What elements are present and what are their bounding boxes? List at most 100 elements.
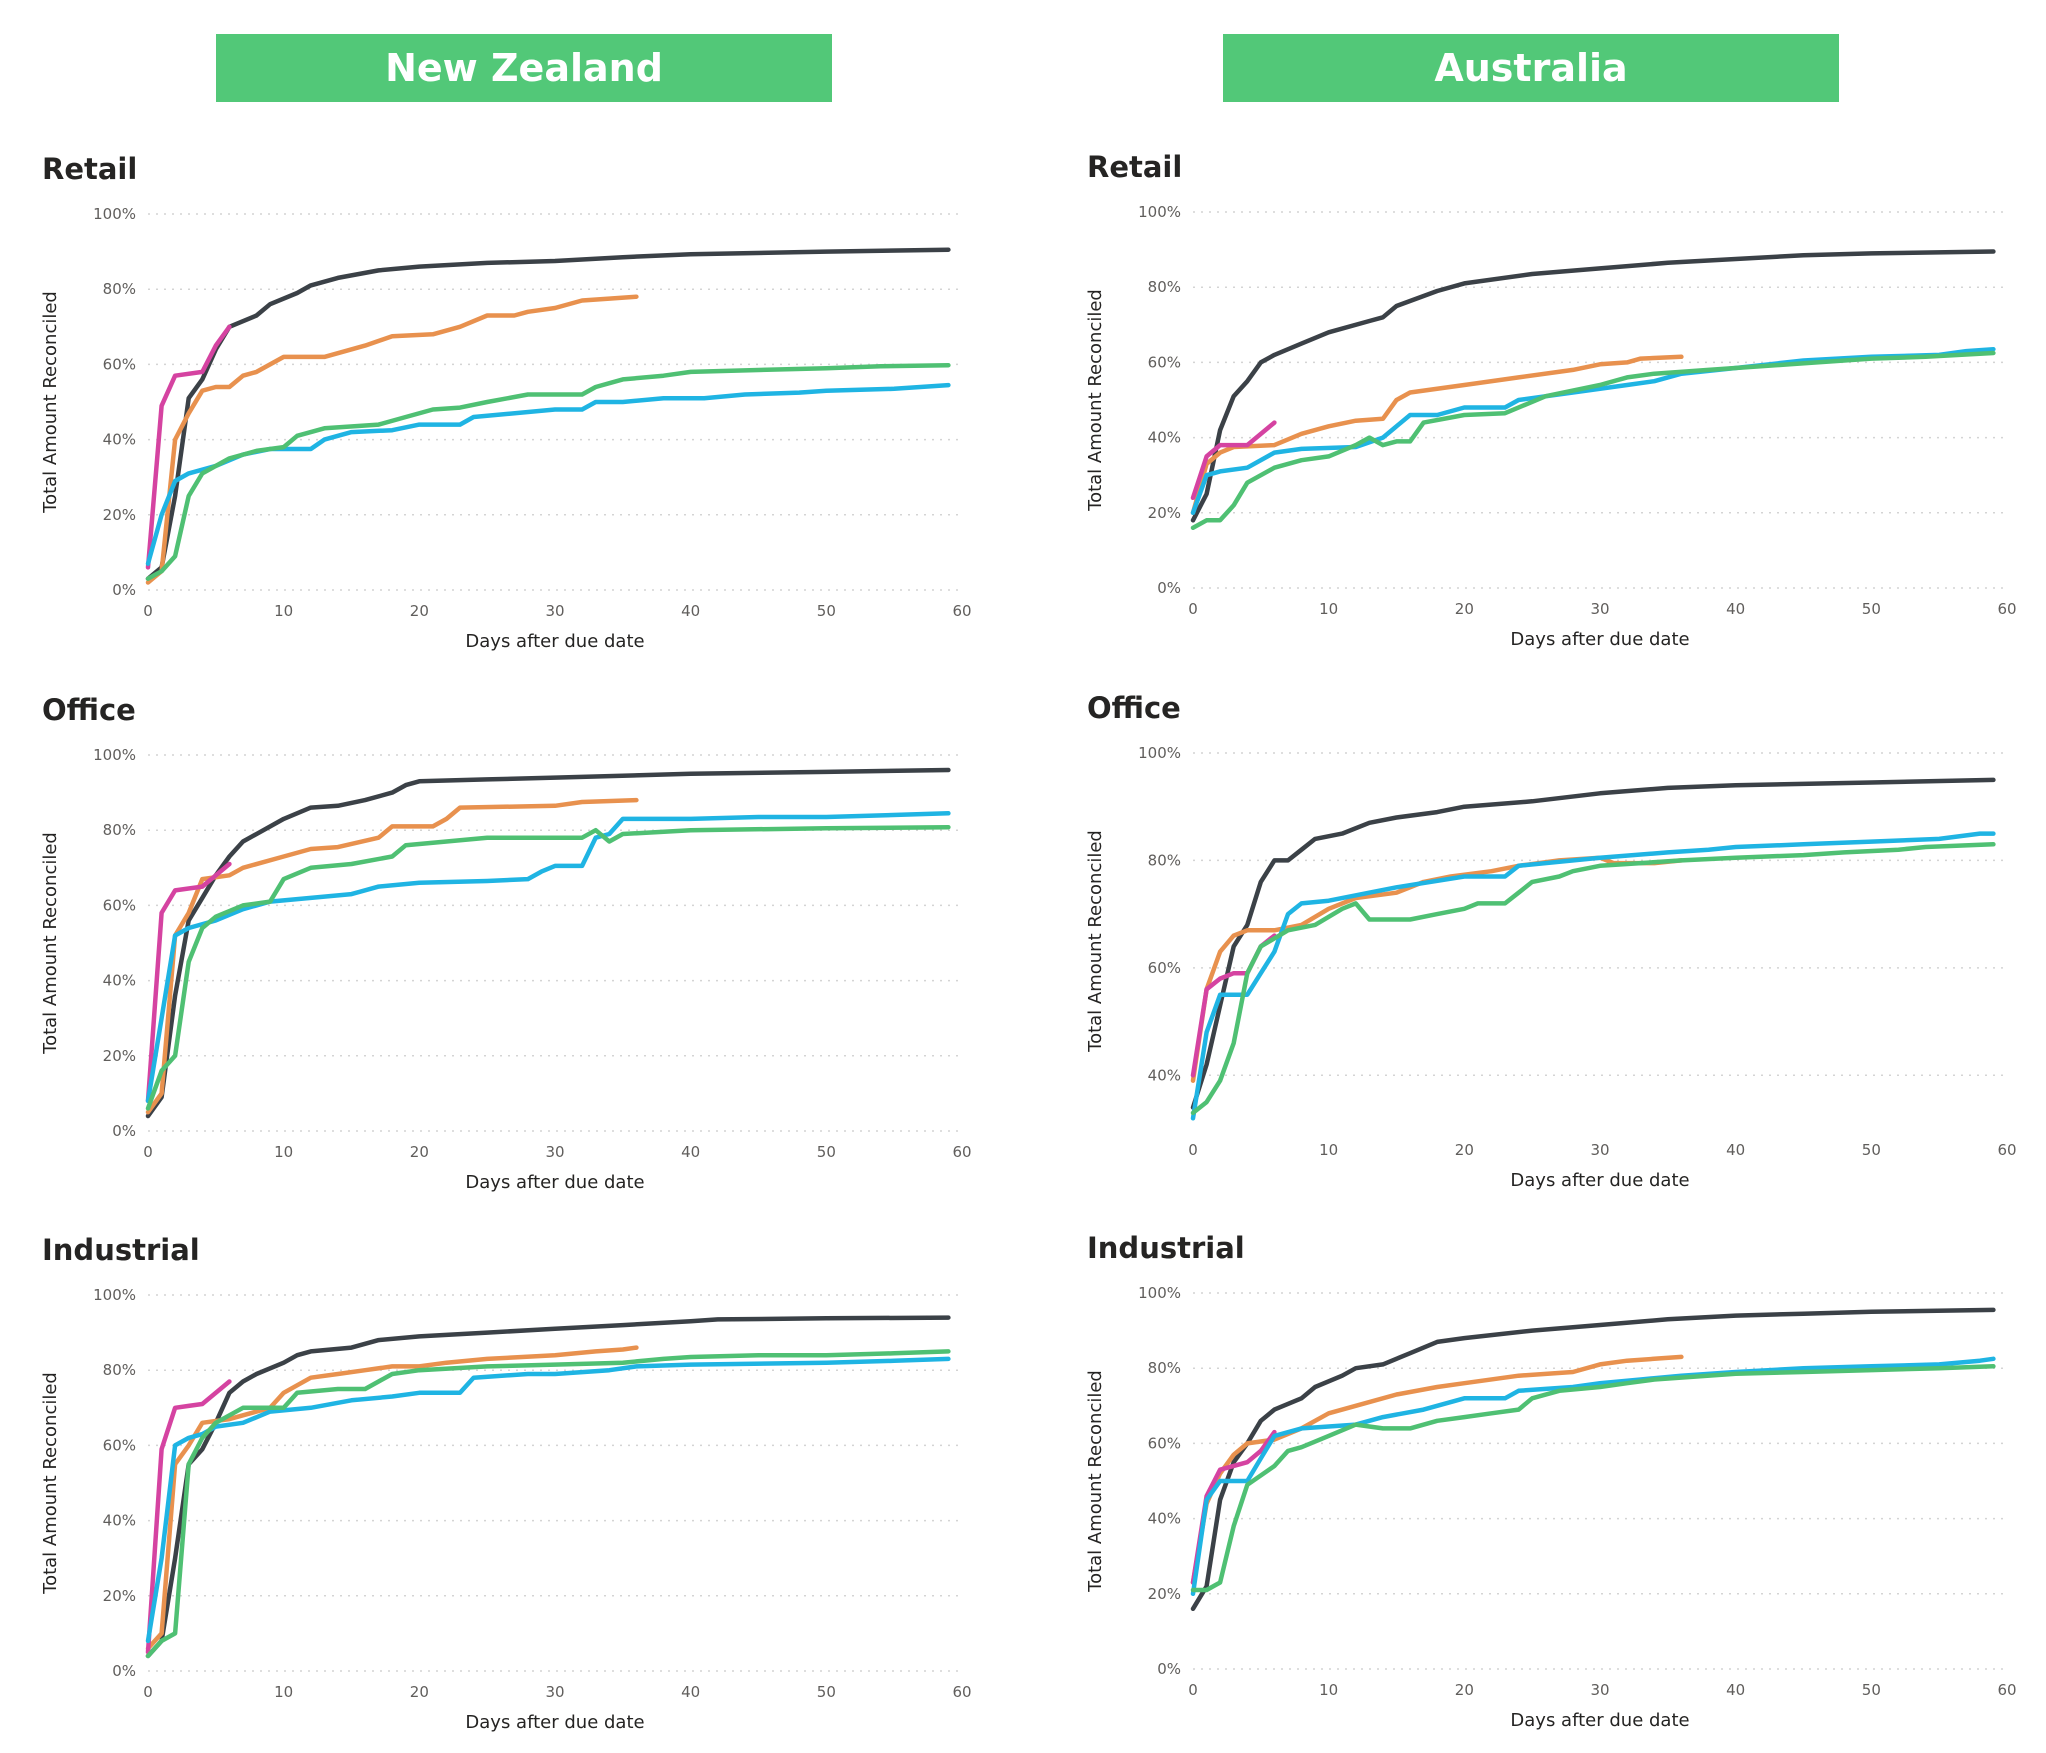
y-tick-label: 80% xyxy=(1148,278,1181,296)
y-axis-label: Total Amount Reconciled xyxy=(1085,1370,1106,1593)
x-tick-label: 50 xyxy=(1862,600,1881,618)
y-tick-label: 20% xyxy=(1148,1585,1181,1603)
series-line-5 xyxy=(145,824,951,1111)
panel-title: Retail xyxy=(1087,150,1183,184)
y-tick-label: 80% xyxy=(103,1361,136,1379)
y-tick-label: 60% xyxy=(1148,959,1181,977)
y-tick-label: 20% xyxy=(103,1587,136,1605)
series-line-2 xyxy=(1190,354,1684,516)
panel-title: Industrial xyxy=(42,1233,200,1267)
y-tick-label: 100% xyxy=(93,746,136,764)
y-tick-label: 20% xyxy=(103,1047,136,1065)
y-tick-label: 20% xyxy=(103,506,136,524)
region-banner-new-zealand: New Zealand xyxy=(216,34,832,102)
y-tick-label: 0% xyxy=(112,581,136,599)
chart-panel-nz-industrial: Industrial 0% 20% 40% 60% 80% 100% 0 10 20 30 40 50… xyxy=(40,1233,1042,1753)
x-tick-label: 10 xyxy=(1319,1141,1338,1159)
series-line-2 xyxy=(145,1345,639,1651)
y-tick-label: 0% xyxy=(112,1122,136,1140)
x-tick-label: 50 xyxy=(817,1683,836,1701)
series-line-4 xyxy=(1190,1356,1996,1597)
x-axis-label: Days after due date xyxy=(465,1712,644,1733)
series-line-5 xyxy=(1190,842,1996,1116)
chart-svg: 0% 20% 40% 60% 80% 100% 0 10 20 30 40 50 60 Days afte… xyxy=(1085,1284,2017,1731)
y-tick-label: 60% xyxy=(103,1436,136,1454)
x-tick-label: 50 xyxy=(817,602,836,620)
y-tick-label: 0% xyxy=(112,1662,136,1680)
x-tick-label: 30 xyxy=(545,602,564,620)
x-tick-label: 30 xyxy=(1590,1141,1609,1159)
series-line-1 xyxy=(145,247,951,581)
y-axis-label: Total Amount Reconciled xyxy=(1085,289,1106,512)
series-line-5 xyxy=(145,1349,951,1659)
series-line-2 xyxy=(1190,1354,1684,1585)
x-tick-label: 0 xyxy=(1188,1681,1198,1699)
region-banner-australia: Australia xyxy=(1223,34,1839,102)
x-axis-label: Days after due date xyxy=(1510,1710,1689,1731)
chart-panel-au-office: Office 40% 60% 80% 100% 0 10 20 30 40 50 60 Days af… xyxy=(1085,691,2046,1211)
chart-svg: 40% 60% 80% 100% 0 10 20 30 40 50 60 Days after due… xyxy=(1085,744,2017,1191)
chart-svg: 0% 20% 40% 60% 80% 100% 0 10 20 30 40 50 60 Days afte… xyxy=(40,205,972,652)
x-tick-label: 60 xyxy=(1997,1141,2016,1159)
x-axis-label: Days after due date xyxy=(465,631,644,652)
series-line-4 xyxy=(1190,346,1996,516)
x-tick-label: 0 xyxy=(1188,1141,1198,1159)
panel-title: Industrial xyxy=(1087,1231,1245,1265)
x-tick-label: 10 xyxy=(274,602,293,620)
series-line-3 xyxy=(1190,420,1277,501)
series-line-1 xyxy=(1190,777,1996,1110)
x-tick-label: 20 xyxy=(1455,1141,1474,1159)
x-tick-label: 10 xyxy=(1319,1681,1338,1699)
x-tick-label: 60 xyxy=(952,602,971,620)
x-tick-label: 50 xyxy=(1862,1141,1881,1159)
x-tick-label: 40 xyxy=(1726,1141,1745,1159)
x-tick-label: 0 xyxy=(1188,600,1198,618)
x-axis-label: Days after due date xyxy=(465,1172,644,1193)
x-tick-label: 60 xyxy=(952,1683,971,1701)
x-tick-label: 40 xyxy=(681,1143,700,1161)
y-tick-label: 80% xyxy=(1148,851,1181,869)
chart-panel-au-retail: Retail 0% 20% 40% 60% 80% 100% 0 10 20 30 40 50 60 Da… xyxy=(1085,150,2046,670)
x-tick-label: 40 xyxy=(681,602,700,620)
series-line-3 xyxy=(145,1379,232,1655)
panel-title: Retail xyxy=(42,152,138,186)
x-tick-label: 20 xyxy=(410,602,429,620)
series-line-4 xyxy=(145,811,951,1104)
series-line-5 xyxy=(1190,1364,1996,1593)
x-tick-label: 0 xyxy=(143,602,153,620)
x-tick-label: 10 xyxy=(274,1143,293,1161)
panel-title: Office xyxy=(42,693,136,727)
chart-svg: 0% 20% 40% 60% 80% 100% 0 10 20 30 40 50 60 Days afte… xyxy=(40,746,972,1193)
y-tick-label: 60% xyxy=(103,355,136,373)
x-tick-label: 60 xyxy=(952,1143,971,1161)
y-axis-label: Total Amount Reconciled xyxy=(40,291,61,514)
series-line-4 xyxy=(145,1356,951,1644)
series-line-1 xyxy=(145,1315,951,1659)
series-line-3 xyxy=(145,861,232,1104)
x-tick-label: 40 xyxy=(1726,600,1745,618)
x-tick-label: 20 xyxy=(1455,600,1474,618)
y-axis-label: Total Amount Reconciled xyxy=(40,1372,61,1595)
x-tick-label: 0 xyxy=(143,1143,153,1161)
x-tick-label: 20 xyxy=(1455,1681,1474,1699)
y-tick-label: 80% xyxy=(103,821,136,839)
y-tick-label: 80% xyxy=(1148,1359,1181,1377)
chart-panel-nz-office: Office 0% 20% 40% 60% 80% 100% 0 10 20 30 40 50 60 Da… xyxy=(40,693,1042,1213)
y-tick-label: 100% xyxy=(93,1286,136,1304)
series-line-1 xyxy=(1190,1307,1996,1612)
y-tick-label: 60% xyxy=(1148,1434,1181,1452)
x-tick-label: 50 xyxy=(1862,1681,1881,1699)
x-tick-label: 40 xyxy=(1726,1681,1745,1699)
chart-panel-au-industrial: Industrial 0% 20% 40% 60% 80% 100% 0 10 20 30 40 50… xyxy=(1085,1231,2046,1751)
x-tick-label: 60 xyxy=(1997,1681,2016,1699)
x-tick-label: 10 xyxy=(1319,600,1338,618)
y-tick-label: 100% xyxy=(1138,744,1181,762)
x-tick-label: 30 xyxy=(545,1143,564,1161)
x-tick-label: 0 xyxy=(143,1683,153,1701)
series-line-3 xyxy=(145,324,232,570)
y-tick-label: 40% xyxy=(1148,1510,1181,1528)
x-axis-label: Days after due date xyxy=(1510,629,1689,650)
y-tick-label: 40% xyxy=(1148,1066,1181,1084)
series-line-4 xyxy=(1190,831,1996,1121)
x-tick-label: 10 xyxy=(274,1683,293,1701)
